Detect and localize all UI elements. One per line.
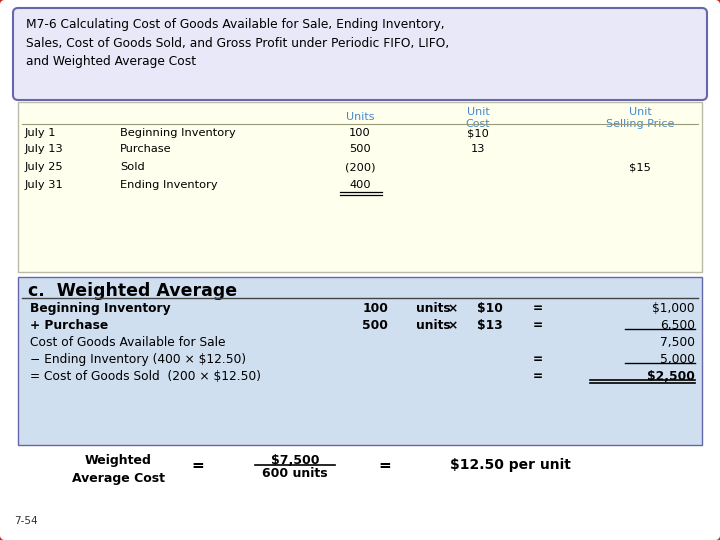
Text: Ending Inventory: Ending Inventory [120, 180, 217, 190]
Text: units: units [416, 302, 451, 315]
Text: July 1: July 1 [25, 128, 56, 138]
Text: units: units [416, 319, 451, 332]
Text: $15: $15 [629, 162, 651, 172]
Text: =: = [533, 353, 543, 366]
Bar [18, 277, 702, 445]
Text: $10: $10 [467, 128, 489, 138]
Text: 13: 13 [471, 144, 485, 154]
FancyBboxPatch shape [13, 8, 707, 100]
Text: Unit
Selling Price: Unit Selling Price [606, 107, 674, 130]
Text: Weighted
Average Cost: Weighted Average Cost [71, 454, 164, 485]
Text: =: = [533, 302, 543, 315]
Text: $1,000: $1,000 [652, 302, 695, 315]
Text: =: = [379, 458, 392, 473]
Text: July 13: July 13 [25, 144, 64, 154]
Text: =: = [192, 458, 204, 473]
Text: Beginning Inventory: Beginning Inventory [30, 302, 171, 315]
Text: $2,500: $2,500 [647, 370, 695, 383]
Text: 100: 100 [362, 302, 388, 315]
Text: (200): (200) [345, 162, 375, 172]
Text: =: = [533, 370, 543, 383]
Text: = Cost of Goods Sold  (200 × $12.50): = Cost of Goods Sold (200 × $12.50) [30, 370, 261, 383]
Text: July 25: July 25 [25, 162, 63, 172]
Bar [18, 102, 702, 272]
Text: c.  Weighted Average: c. Weighted Average [28, 282, 237, 300]
Text: Sold: Sold [120, 162, 145, 172]
Text: $13: $13 [477, 319, 503, 332]
Text: − Ending Inventory (400 × $12.50): − Ending Inventory (400 × $12.50) [30, 353, 246, 366]
Text: $10: $10 [477, 302, 503, 315]
Text: 400: 400 [349, 180, 371, 190]
Text: 500: 500 [362, 319, 388, 332]
Text: Purchase: Purchase [120, 144, 171, 154]
Text: Units: Units [346, 112, 374, 122]
Text: ×: × [448, 302, 458, 315]
Text: Beginning Inventory: Beginning Inventory [120, 128, 235, 138]
Text: 7-54: 7-54 [14, 516, 37, 526]
Text: Cost of Goods Available for Sale: Cost of Goods Available for Sale [30, 336, 225, 349]
Text: M7-6 Calculating Cost of Goods Available for Sale, Ending Inventory,
Sales, Cost: M7-6 Calculating Cost of Goods Available… [26, 18, 449, 68]
Text: Unit
Cost: Unit Cost [466, 107, 490, 130]
Text: 6,500: 6,500 [660, 319, 695, 332]
Text: $7,500: $7,500 [271, 454, 319, 467]
Text: $12.50 per unit: $12.50 per unit [449, 458, 570, 472]
Text: July 31: July 31 [25, 180, 64, 190]
Text: + Purchase: + Purchase [30, 319, 108, 332]
Text: 600 units: 600 units [262, 467, 328, 480]
Text: =: = [533, 319, 543, 332]
Text: ×: × [448, 319, 458, 332]
Text: 7,500: 7,500 [660, 336, 695, 349]
Text: 100: 100 [349, 128, 371, 138]
Text: 500: 500 [349, 144, 371, 154]
Text: 5,000: 5,000 [660, 353, 695, 366]
